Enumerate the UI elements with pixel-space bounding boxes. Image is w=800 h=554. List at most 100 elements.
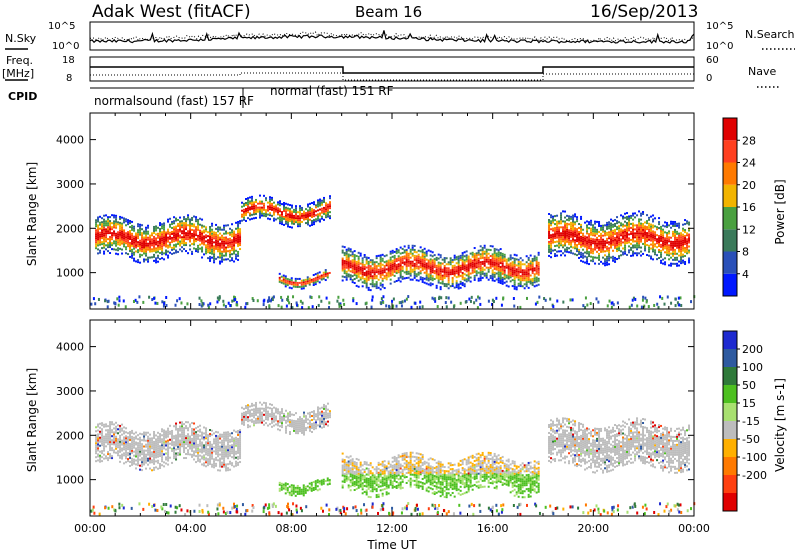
heat-cell — [221, 234, 224, 237]
heat-cell — [155, 456, 158, 459]
heat-cell — [249, 214, 251, 217]
heat-cell — [105, 457, 108, 460]
heat-cell — [229, 468, 232, 471]
heat-cell — [255, 210, 257, 213]
heat-cell — [245, 198, 247, 200]
heat-cell — [519, 279, 522, 282]
heat-cell — [678, 224, 681, 227]
heat-cell — [167, 256, 170, 259]
heat-cell — [123, 442, 126, 445]
heat-cell — [640, 236, 643, 239]
heat-cell — [688, 241, 691, 244]
heat-cell — [463, 277, 466, 280]
heat-cell — [410, 305, 413, 309]
heat-cell — [644, 296, 647, 300]
heat-cell — [99, 215, 102, 218]
heat-cell — [523, 275, 526, 278]
heat-cell — [300, 283, 303, 286]
heat-cell — [143, 246, 146, 249]
heat-cell — [231, 229, 234, 232]
heat-cell — [397, 259, 400, 262]
heat-cell — [209, 458, 212, 461]
heat-cell — [666, 235, 669, 238]
heat-cell — [247, 199, 249, 202]
heat-cell — [391, 263, 394, 266]
heat-cell — [199, 440, 202, 443]
heat-cell — [231, 432, 234, 435]
heat-cell — [255, 198, 257, 201]
heat-cell — [612, 259, 615, 262]
heat-cell — [564, 240, 567, 243]
heat-cell — [153, 296, 156, 300]
heat-cell — [495, 264, 498, 267]
heat-cell — [316, 274, 319, 277]
heat-cell — [314, 273, 317, 276]
heat-cell — [564, 236, 567, 239]
heat-cell — [103, 437, 106, 440]
heat-cell — [469, 276, 472, 279]
heat-cell — [287, 295, 290, 299]
heat-cell — [177, 238, 180, 241]
heat-cell — [640, 254, 643, 257]
heat-cell — [97, 459, 100, 462]
heat-cell — [311, 219, 313, 222]
heat-cell — [175, 251, 178, 254]
heat-cell — [157, 447, 160, 450]
heat-cell — [125, 461, 128, 464]
heat-cell — [129, 230, 132, 233]
heat-cell — [600, 228, 603, 231]
heat-cell — [572, 234, 575, 237]
heat-cell — [548, 222, 551, 225]
heat-cell — [464, 300, 467, 304]
heat-cell — [492, 300, 495, 304]
heat-cell — [219, 246, 222, 249]
heat-cell — [217, 451, 220, 454]
heat-cell — [636, 224, 639, 227]
heat-cell — [417, 265, 420, 268]
heat-cell — [363, 277, 366, 280]
heat-cell — [173, 252, 176, 255]
heat-cell — [467, 263, 470, 266]
heat-cell — [570, 223, 573, 226]
heat-cell — [257, 206, 259, 209]
heat-cell — [324, 279, 327, 282]
heat-cell — [121, 439, 124, 442]
heat-cell — [584, 245, 587, 248]
heat-cell — [628, 249, 631, 252]
heat-cell — [237, 224, 240, 227]
heat-cell — [209, 247, 212, 250]
heat-cell — [171, 232, 174, 235]
heat-cell — [371, 279, 374, 282]
heat-cell — [680, 242, 683, 245]
heat-cell — [457, 271, 460, 274]
heat-cell — [290, 283, 293, 286]
heat-cell — [139, 452, 142, 455]
heat-cell — [598, 242, 601, 245]
heat-cell — [119, 444, 122, 447]
heat-cell — [313, 215, 315, 218]
heat-cell — [658, 227, 661, 230]
heat-cell — [688, 257, 691, 260]
heat-cell — [401, 300, 404, 304]
heat-cell — [594, 234, 597, 237]
heat-cell — [205, 465, 208, 468]
heat-cell — [489, 255, 492, 258]
heat-cell — [465, 250, 468, 253]
heat-cell — [265, 215, 267, 218]
heat-cell — [287, 217, 289, 220]
heat-cell — [137, 444, 140, 447]
heat-cell — [223, 443, 226, 446]
heat-cell — [477, 263, 480, 266]
heat-cell — [198, 303, 201, 307]
heat-cell — [189, 222, 192, 225]
heat-cell — [177, 234, 180, 237]
heat-cell — [215, 257, 218, 260]
heat-cell — [286, 278, 289, 281]
heat-cell — [227, 447, 230, 450]
heat-cell — [407, 258, 410, 261]
heat-cell — [355, 254, 358, 257]
heat-cell — [259, 194, 261, 197]
heat-cell — [596, 256, 599, 259]
heat-cell — [155, 446, 158, 449]
heat-cell — [497, 255, 500, 258]
